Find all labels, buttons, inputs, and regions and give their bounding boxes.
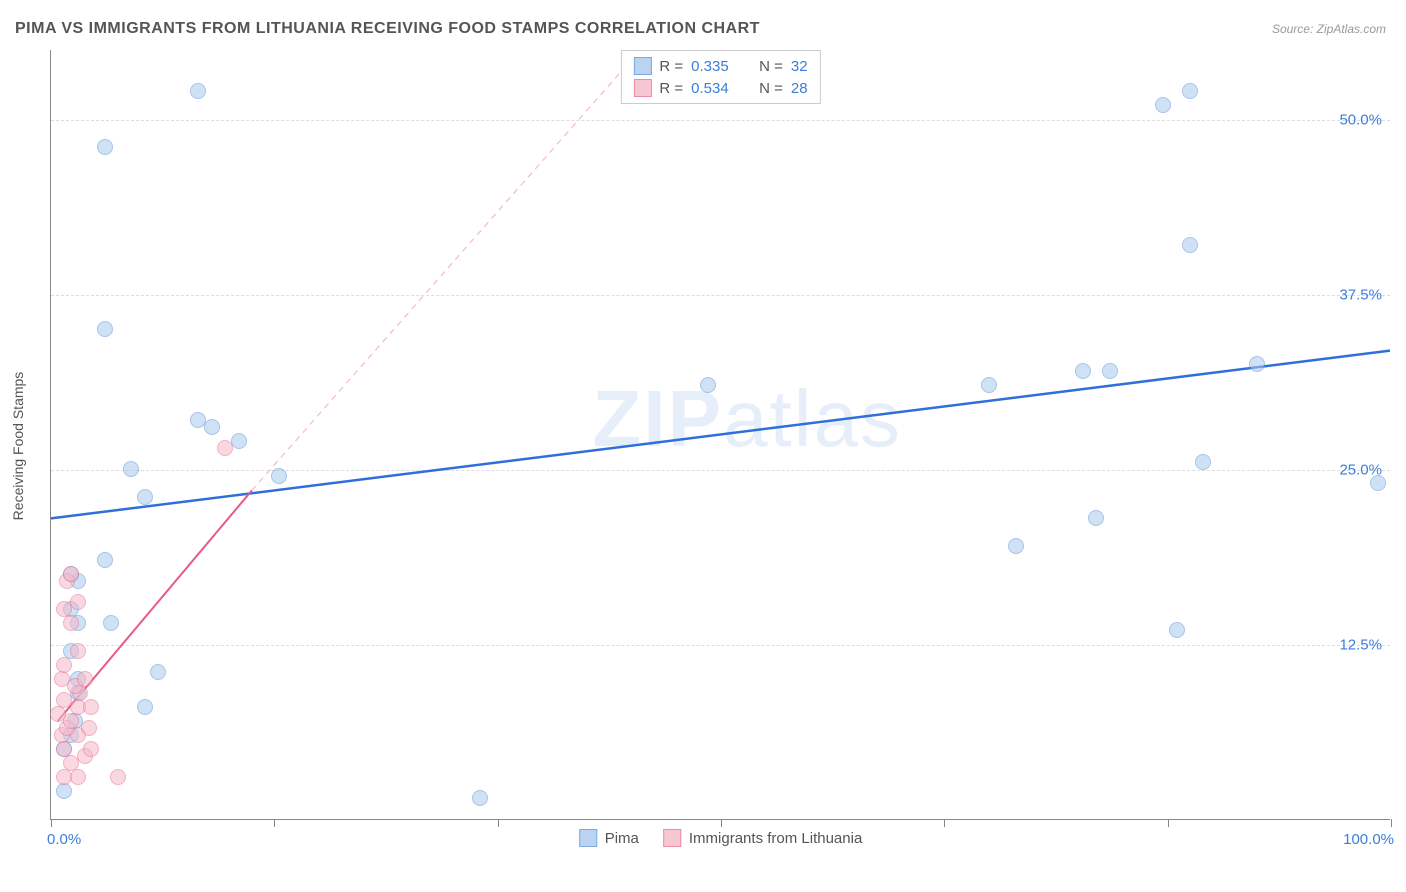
scatter-point [56,657,72,673]
scatter-point [1008,538,1024,554]
scatter-point [1195,454,1211,470]
correlation-legend: R = 0.335 N = 32 R = 0.534 N = 28 [620,50,820,104]
scatter-point [63,615,79,631]
scatter-point [137,699,153,715]
scatter-point [123,461,139,477]
watermark: ZIPatlas [593,373,902,465]
trend-lines [51,50,1390,819]
source-credit: Source: ZipAtlas.com [1272,22,1386,36]
scatter-point [83,741,99,757]
scatter-point [70,643,86,659]
legend-swatch [633,57,651,75]
scatter-point [1249,356,1265,372]
scatter-point [54,671,70,687]
gridline [51,470,1390,471]
legend-n-label: N = [759,80,783,97]
scatter-point [110,769,126,785]
legend-r-label: R = [659,80,683,97]
scatter-point [77,671,93,687]
legend-series: Immigrants from Lithuania [663,829,862,847]
page-title: PIMA VS IMMIGRANTS FROM LITHUANIA RECEIV… [15,20,760,38]
legend-swatch [663,829,681,847]
y-tick-label: 50.0% [1339,112,1382,129]
legend-n-value: 28 [791,80,808,97]
series-legend: Pima Immigrants from Lithuania [579,829,863,847]
scatter-point [103,615,119,631]
chart-area: ZIPatlas 12.5% 25.0% 37.5% 50.0% R = 0.335 N … [50,50,1390,820]
scatter-point [204,419,220,435]
scatter-point [70,594,86,610]
gridline [51,295,1390,296]
scatter-point [472,790,488,806]
legend-row: R = 0.335 N = 32 [633,55,807,77]
scatter-point [1169,622,1185,638]
x-tick [721,819,722,827]
scatter-point [83,699,99,715]
x-axis-min-label: 0.0% [47,831,81,848]
scatter-point [981,377,997,393]
scatter-point [1102,363,1118,379]
scatter-point [137,489,153,505]
scatter-point [217,440,233,456]
scatter-point [271,468,287,484]
y-axis-label: Receiving Food Stamps [10,372,26,521]
legend-swatch [633,79,651,97]
legend-series: Pima [579,829,639,847]
x-tick [1168,819,1169,827]
scatter-point [97,552,113,568]
x-tick [1391,819,1392,827]
scatter-point [700,377,716,393]
trend-line [51,351,1390,519]
scatter-point [70,769,86,785]
scatter-point [1075,363,1091,379]
legend-swatch [579,829,597,847]
x-tick [498,819,499,827]
trend-line [252,50,640,490]
gridline [51,645,1390,646]
scatter-point [1182,83,1198,99]
legend-series-name: Immigrants from Lithuania [689,830,862,847]
legend-n-value: 32 [791,58,808,75]
legend-r-label: R = [659,58,683,75]
legend-series-name: Pima [605,830,639,847]
scatter-point [1088,510,1104,526]
y-tick-label: 37.5% [1339,287,1382,304]
x-tick [944,819,945,827]
y-tick-label: 25.0% [1339,462,1382,479]
legend-r-value: 0.534 [691,80,741,97]
scatter-point [56,692,72,708]
scatter-point [1155,97,1171,113]
scatter-point [97,139,113,155]
legend-n-label: N = [759,58,783,75]
scatter-point [81,720,97,736]
y-tick-label: 12.5% [1339,637,1382,654]
scatter-point [150,664,166,680]
x-axis-max-label: 100.0% [1343,831,1394,848]
scatter-point [190,83,206,99]
legend-r-value: 0.335 [691,58,741,75]
scatter-point [56,783,72,799]
scatter-point [1182,237,1198,253]
x-tick [51,819,52,827]
scatter-point [56,741,72,757]
scatter-point [97,321,113,337]
legend-row: R = 0.534 N = 28 [633,77,807,99]
scatter-point [63,566,79,582]
scatter-point [50,706,66,722]
gridline [51,120,1390,121]
x-tick [274,819,275,827]
